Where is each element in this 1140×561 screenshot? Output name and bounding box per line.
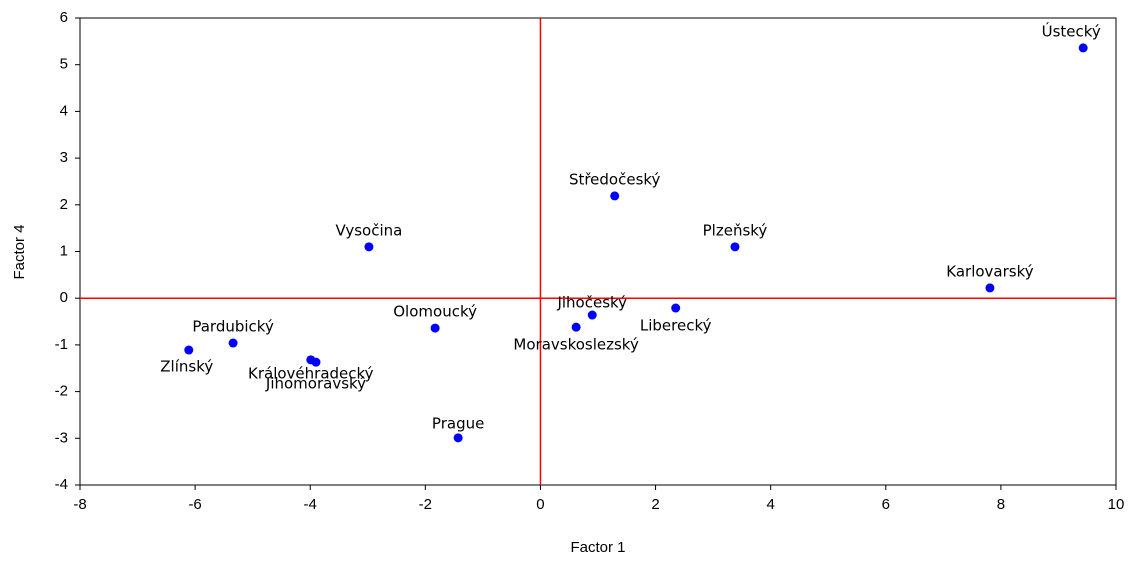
y-tick-label: 0	[60, 289, 68, 306]
point-label: Královéhradecký	[248, 364, 374, 382]
point	[1078, 43, 1088, 53]
point	[985, 283, 995, 293]
point	[311, 357, 321, 367]
x-tick-label: 4	[766, 496, 774, 513]
x-tick-label: 0	[536, 496, 544, 513]
x-tick-label: -4	[304, 496, 317, 513]
point-label: Olomoucký	[393, 303, 477, 321]
y-tick-label: 4	[60, 102, 68, 119]
y-axis-label: Factor 4	[11, 224, 28, 279]
x-tick-label: 6	[882, 496, 890, 513]
point	[610, 191, 620, 201]
point-label: Plzeňský	[703, 221, 768, 239]
x-tick-label: -8	[73, 496, 86, 513]
x-tick-label: 2	[651, 496, 659, 513]
x-tick-label: 10	[1108, 496, 1125, 513]
x-axis-label: Factor 1	[570, 539, 625, 556]
point	[430, 323, 440, 333]
y-tick-label: 6	[60, 9, 68, 26]
point	[671, 303, 681, 313]
point-label: Středočeský	[569, 170, 661, 188]
y-tick-label: 2	[60, 196, 68, 213]
point	[453, 433, 463, 443]
point	[730, 242, 740, 252]
y-tick-label: -1	[55, 336, 68, 353]
y-tick-label: 5	[60, 56, 68, 73]
point-label: Jihočeský	[556, 294, 627, 312]
x-tick-label: -6	[188, 496, 201, 513]
point	[364, 242, 374, 252]
point-label: Karlovarský	[946, 262, 1033, 280]
point	[587, 310, 597, 320]
point	[184, 345, 194, 355]
point-label: Pardubický	[192, 318, 274, 336]
point-label: Zlínský	[160, 358, 213, 376]
plot-frame	[79, 17, 1117, 486]
y-tick-label: -3	[55, 429, 68, 446]
y-tick-label: 3	[60, 149, 68, 166]
y-tick-label: -2	[55, 383, 68, 400]
point	[228, 338, 238, 348]
x-tick-label: 8	[997, 496, 1005, 513]
point-label: Moravskoslezský	[513, 336, 639, 354]
y-tick-label: -4	[55, 476, 68, 493]
point-label: Prague	[432, 414, 484, 432]
point	[571, 322, 581, 332]
point-label: Vysočina	[336, 221, 403, 239]
point-label: Liberecký	[640, 317, 712, 335]
x-tick-label: -2	[419, 496, 432, 513]
y-tick-label: 1	[60, 242, 68, 259]
point-label: Ústecký	[1042, 21, 1101, 40]
point-label: Jihomoravský	[265, 375, 366, 393]
